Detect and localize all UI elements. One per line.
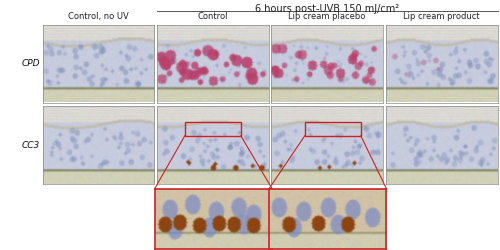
Bar xyxy=(185,122,241,136)
Text: Control: Control xyxy=(198,12,228,21)
Text: Lip cream placebo: Lip cream placebo xyxy=(288,12,366,21)
Text: Lip cream product: Lip cream product xyxy=(403,12,480,21)
Bar xyxy=(305,122,361,136)
Text: CC3: CC3 xyxy=(22,140,40,149)
Text: 6 hours post-UVB 150 mJ/cm²: 6 hours post-UVB 150 mJ/cm² xyxy=(255,4,399,14)
Text: Control, no UV: Control, no UV xyxy=(68,12,129,21)
Text: CPD: CPD xyxy=(22,59,40,68)
